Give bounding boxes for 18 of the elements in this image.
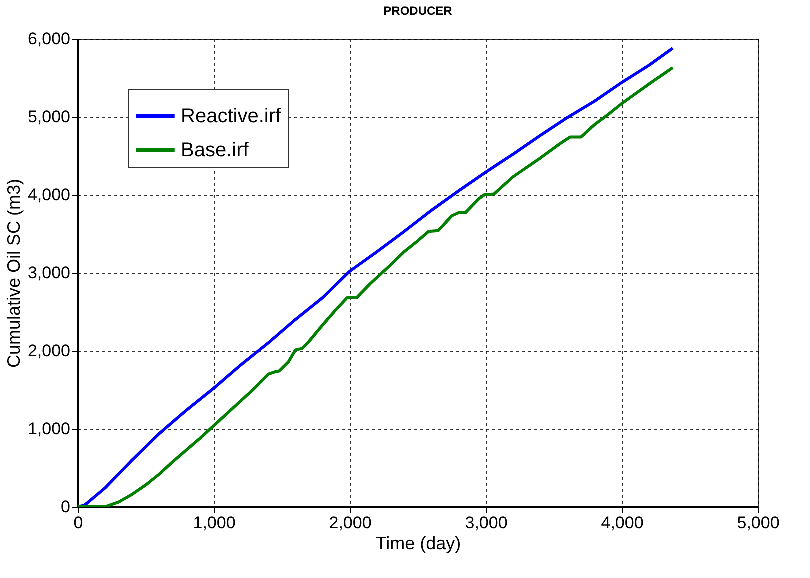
y-tick-label: 6,000: [28, 30, 70, 48]
legend-label: Reactive.irf: [181, 106, 282, 128]
y-axis-title: Cumulative Oil SC (m3): [4, 178, 24, 368]
y-tick-label: 3,000: [28, 264, 70, 282]
x-tick-label: 2,000: [329, 514, 372, 532]
y-tick-label: 0: [61, 498, 70, 516]
y-tick-label: 4,000: [28, 186, 70, 204]
x-tick-label: 3,000: [465, 514, 508, 532]
y-tick-label: 5,000: [28, 108, 70, 126]
x-tick-label: 5,000: [737, 514, 780, 532]
legend-label: Base.irf: [181, 140, 250, 162]
x-tick-label: 0: [74, 514, 84, 532]
y-tick-label: 1,000: [28, 420, 70, 438]
x-tick-label: 1,000: [193, 514, 236, 532]
y-tick-label: 2,000: [28, 342, 70, 360]
x-axis-title: Time (day): [376, 534, 462, 554]
x-tick-label: 4,000: [601, 514, 644, 532]
chart-title: PRODUCER: [384, 4, 453, 18]
